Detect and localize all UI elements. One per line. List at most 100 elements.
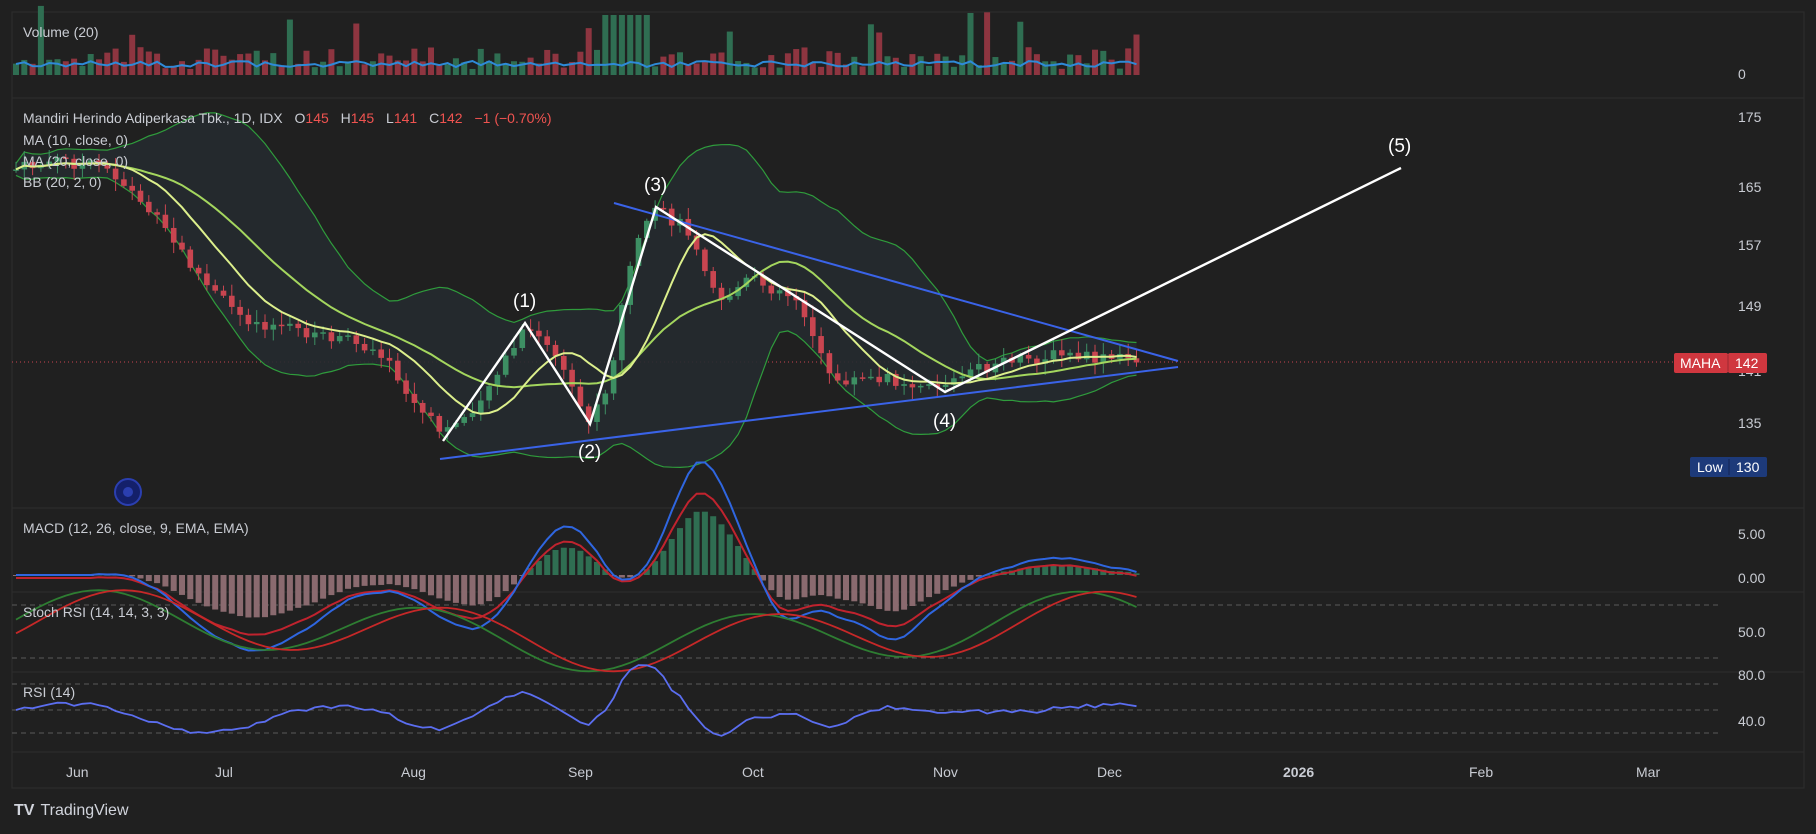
macd-histogram-bar [295, 575, 302, 608]
macd-histogram-bar [1042, 565, 1049, 575]
candle-body [552, 344, 559, 356]
candle-body [278, 324, 285, 327]
macd-histogram-bar [286, 575, 293, 611]
macd-histogram-bar [179, 575, 185, 595]
candle-body [959, 376, 965, 379]
symbol-name: Mandiri Herindo Adiperkasa Tbk., 1D, IDX [23, 110, 283, 126]
volume-bar [544, 49, 551, 75]
volume-bar [984, 12, 991, 75]
candle-body [29, 161, 36, 169]
volume-bar [843, 64, 849, 75]
candle-body [229, 295, 235, 307]
candle-body [170, 227, 177, 243]
macd-histogram-bar [336, 575, 343, 593]
macd-histogram-bar [677, 528, 683, 575]
macd-histogram-bar [843, 575, 849, 601]
ohlc-h-label: H [341, 110, 351, 126]
candle-body [494, 374, 501, 387]
macd-histogram-bar [228, 575, 235, 614]
macd-axis-label: 5.00 [1738, 526, 1765, 542]
macd-histogram-bar [876, 575, 883, 610]
price-badge[interactable]: MAHA 142 [1674, 353, 1767, 373]
macd-histogram-bar [511, 575, 517, 585]
bb-legend[interactable]: BB (20, 2, 0) [23, 174, 102, 190]
volume-bar [1033, 54, 1040, 75]
rsi-legend[interactable]: RSI (14) [23, 684, 75, 700]
volume-bar [444, 64, 451, 75]
volume-bar [876, 32, 883, 75]
volume-legend[interactable]: Volume (20) [23, 24, 98, 40]
time-axis[interactable]: Jun Jul Aug Sep Oct Nov Dec 2026 Feb Mar [66, 764, 1660, 780]
macd-histogram-bar [452, 575, 459, 603]
volume-bar [950, 66, 957, 75]
volume-bar [602, 15, 609, 75]
candle-body [951, 378, 957, 385]
pane-frames [11, 11, 1805, 789]
candle-body [1083, 351, 1090, 360]
stoch-rsi-legend[interactable]: Stoch RSI (14, 14, 3, 3) [23, 604, 169, 620]
volume-bar [361, 64, 368, 75]
price-badge-value: 142 [1735, 355, 1759, 371]
volume-bar [54, 59, 61, 75]
price-axis-label: 149 [1738, 298, 1762, 314]
volume-bar [71, 58, 78, 75]
macd-histogram-bar [220, 575, 227, 612]
triangle-lower-trendline[interactable] [439, 366, 1179, 460]
ma10-legend[interactable]: MA (10, close, 0) [23, 132, 128, 148]
volume-bar [610, 15, 617, 75]
volume-bar [428, 47, 434, 75]
macd-histogram-bar [477, 575, 484, 605]
candle-body [204, 273, 210, 286]
tradingview-logo[interactable]: TV TradingView [14, 802, 129, 820]
price-axis[interactable]: 0 175 165 157 149 141 135 5.00 0.00 50.0… [1738, 66, 1765, 729]
low-badge-label: Low [1697, 459, 1724, 475]
volume-bar [585, 28, 592, 75]
symbol-title[interactable]: Mandiri Herindo Adiperkasa Tbk., 1D, IDX… [23, 110, 552, 126]
candle-body [361, 343, 368, 351]
candle-body [386, 357, 393, 361]
volume-bar [652, 66, 659, 75]
candle-body [602, 393, 609, 405]
macd-histogram-bar [1075, 566, 1082, 575]
elliott-wave-path[interactable] [442, 166, 1402, 442]
volume-bar [419, 61, 426, 75]
macd-histogram-bar [594, 561, 600, 575]
volume-bar [934, 53, 941, 75]
macd-histogram-bar [560, 547, 567, 575]
macd-histogram-bar [776, 575, 783, 598]
volume-bar [635, 15, 642, 75]
candle-body [353, 335, 360, 344]
volume-bar [1075, 55, 1082, 75]
macd-histogram-bar [262, 575, 268, 618]
macd-histogram-bar [345, 575, 351, 589]
candle-body [1133, 358, 1140, 363]
ma20-legend[interactable]: MA (20, close, 0) [23, 153, 128, 169]
candle-body [245, 314, 252, 325]
macd-histogram-bar [428, 575, 434, 596]
candle-body [926, 384, 932, 386]
event-marker-icon[interactable] [114, 478, 142, 506]
macd-histogram-bar [411, 575, 418, 590]
macd-histogram-bar [353, 575, 360, 588]
macd-histogram-bar [917, 575, 924, 602]
time-axis-label: Sep [568, 764, 593, 780]
volume-bar [809, 63, 816, 75]
candle-body [768, 285, 775, 294]
macd-histogram-bar [950, 575, 957, 587]
macd-histogram-bar [801, 575, 808, 598]
macd-legend[interactable]: MACD (12, 26, close, 9, EMA, EMA) [23, 520, 249, 536]
candle-body [419, 402, 426, 413]
candle-body [287, 323, 293, 326]
macd-histogram-bar [137, 575, 144, 579]
macd-histogram-bar [494, 575, 501, 598]
low-badge[interactable]: Low 130 [1690, 457, 1767, 477]
triangle-upper-trendline[interactable] [613, 202, 1179, 362]
volume-bars [13, 5, 1140, 76]
bollinger-bands [15, 112, 1137, 469]
macd-histogram-bar [394, 575, 401, 586]
volume-bar [170, 65, 177, 75]
macd-histogram-bar [867, 575, 874, 606]
volume-bar [104, 52, 111, 75]
candle-body [395, 360, 401, 381]
volume-bar [926, 65, 932, 75]
